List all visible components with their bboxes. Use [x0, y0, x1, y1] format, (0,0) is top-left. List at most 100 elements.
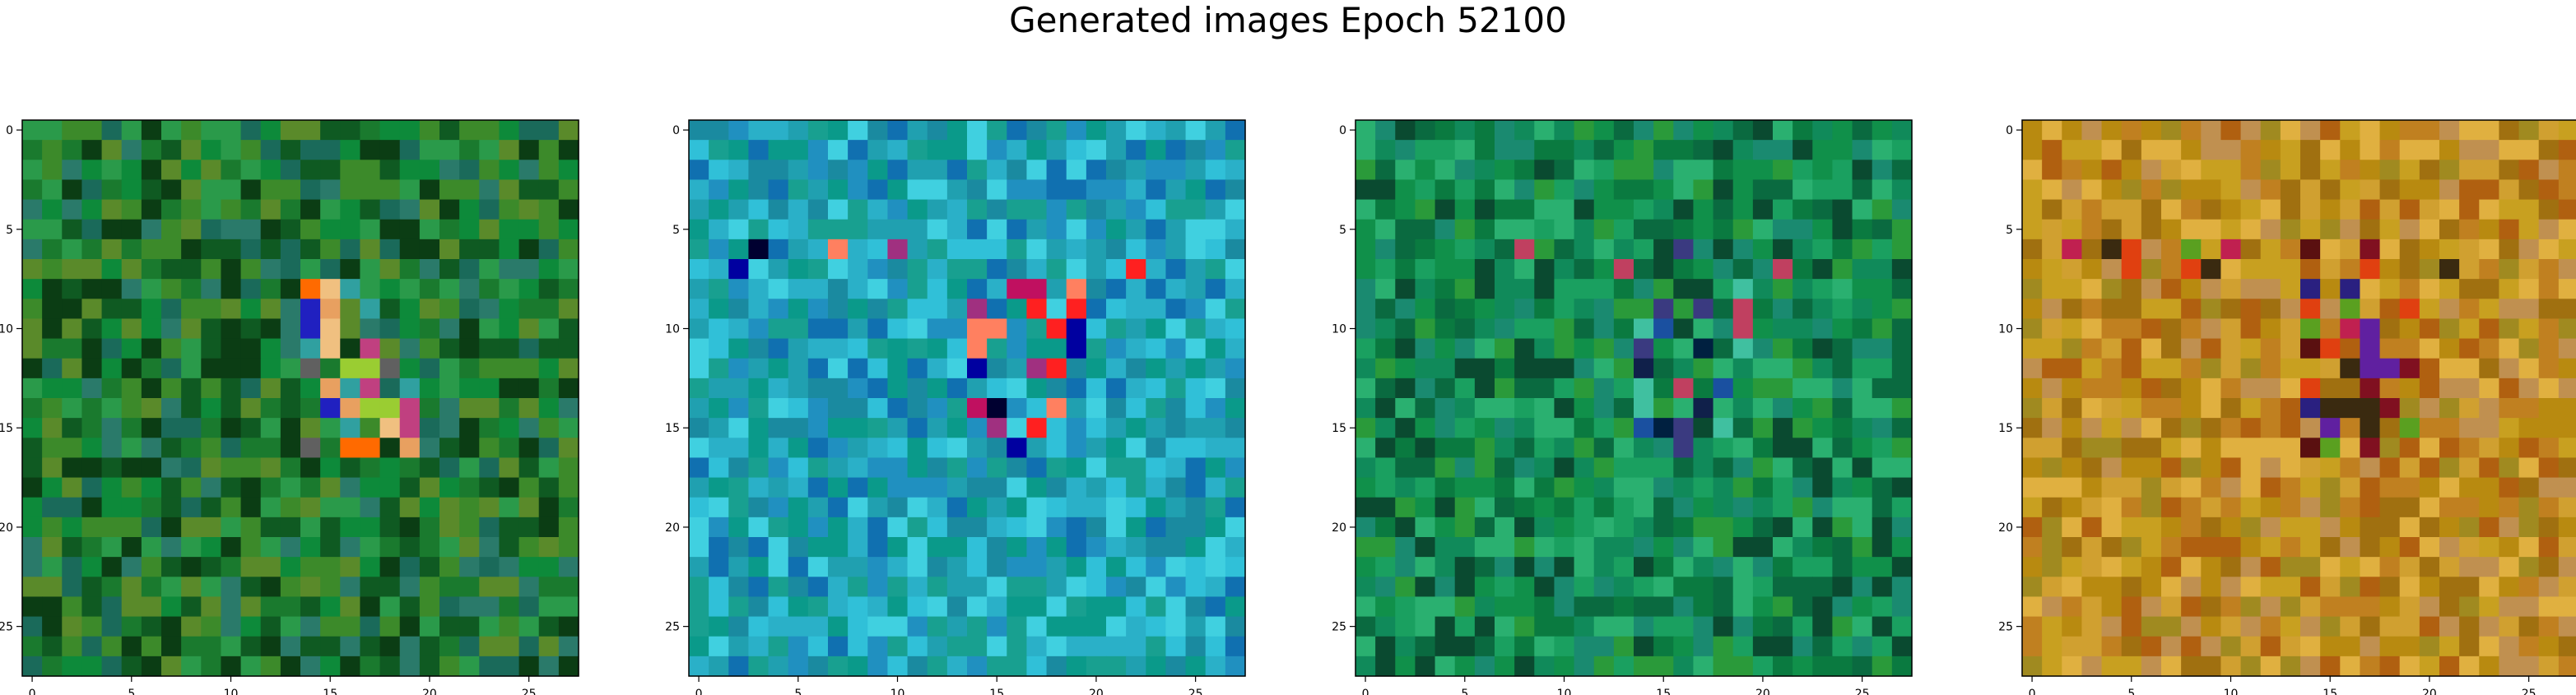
pixel-cell	[399, 656, 421, 677]
pixel-cell	[499, 358, 520, 379]
pixel-cell	[2161, 299, 2182, 320]
pixel-cell	[689, 557, 709, 577]
pixel-cell	[2081, 557, 2103, 577]
pixel-cell	[2518, 120, 2540, 141]
pixel-cell	[1852, 656, 1873, 677]
pixel-cell	[1046, 358, 1067, 379]
pixel-cell	[2101, 120, 2123, 141]
pixel-cell	[946, 318, 968, 340]
pixel-cell	[1872, 299, 1893, 320]
pixel-cell	[2280, 477, 2301, 498]
pixel-cell	[419, 438, 440, 459]
pixel-cell	[300, 616, 321, 637]
pixel-cell	[1185, 140, 1207, 160]
pixel-cell	[161, 537, 182, 558]
pixel-cell	[479, 517, 500, 538]
pixel-cell	[1185, 398, 1207, 419]
pixel-cell	[1693, 537, 1714, 558]
pixel-cell	[2518, 259, 2540, 280]
pixel-cell	[2320, 656, 2341, 677]
pixel-cell	[907, 398, 928, 419]
pixel-cell	[1793, 358, 1813, 379]
pixel-cell	[807, 299, 829, 320]
pixel-cell	[399, 120, 421, 141]
pixel-cell	[1653, 616, 1674, 637]
pixel-cell	[867, 219, 889, 240]
pixel-cell	[1395, 577, 1416, 598]
pixel-cell	[2260, 140, 2281, 160]
pixel-cell	[907, 358, 928, 379]
pixel-cell	[1185, 457, 1207, 479]
pixel-cell	[459, 418, 480, 438]
pixel-cell	[2220, 179, 2242, 201]
pixel-cell	[1673, 140, 1695, 160]
pixel-cell	[1713, 636, 1734, 657]
pixel-cell	[867, 199, 889, 220]
pixel-cell	[2042, 457, 2062, 479]
pixel-cell	[1355, 160, 1376, 181]
pixel-cell	[260, 557, 281, 577]
pixel-cell	[2062, 557, 2083, 577]
pixel-cell	[181, 338, 202, 359]
pixel-cell	[2161, 259, 2182, 280]
pixel-cell	[967, 259, 988, 280]
pixel-cell	[2220, 219, 2242, 240]
pixel-cell	[1495, 636, 1515, 657]
pixel-cell	[141, 418, 162, 438]
pixel-cell	[1613, 299, 1634, 320]
pixel-cell	[141, 140, 162, 160]
pixel-cell	[340, 577, 361, 598]
pixel-cell	[439, 616, 460, 637]
pixel-cell	[1495, 259, 1515, 280]
pixel-cell	[518, 537, 540, 558]
pixel-cell	[320, 596, 341, 618]
pixel-cell	[1086, 418, 1107, 438]
pixel-cell	[201, 418, 222, 438]
pixel-cell	[1007, 140, 1028, 160]
pixel-cell	[987, 219, 1007, 240]
pixel-cell	[1634, 656, 1654, 677]
pixel-cell	[1634, 438, 1654, 459]
pixel-cell	[1355, 616, 1376, 637]
pixel-cell	[300, 636, 321, 657]
pixel-cell	[2121, 616, 2142, 637]
pixel-cell	[1832, 378, 1853, 399]
pixel-cell	[240, 398, 262, 419]
pixel-cell	[2399, 596, 2420, 618]
pixel-cell	[1106, 477, 1127, 498]
pixel-cell	[1375, 438, 1396, 459]
pixel-cell	[728, 438, 750, 459]
pixel-cell	[2558, 338, 2576, 359]
pixel-cell	[748, 438, 770, 459]
pixel-cell	[1554, 259, 1575, 280]
pixel-cell	[141, 318, 162, 340]
pixel-cell	[867, 318, 889, 340]
pixel-cell	[1852, 378, 1873, 399]
pixel-cell	[121, 378, 142, 399]
pixel-cell	[2439, 616, 2460, 637]
pixel-cell	[1066, 398, 1087, 419]
pixel-cell	[1474, 299, 1495, 320]
pixel-cell	[1554, 438, 1575, 459]
pixel-cell	[459, 656, 480, 677]
pixel-cell	[2022, 318, 2043, 340]
pixel-cell	[201, 338, 222, 359]
pixel-cell	[399, 517, 421, 538]
pixel-cell	[2558, 160, 2576, 181]
pixel-cell	[1375, 596, 1396, 618]
pixel-cell	[1395, 358, 1416, 379]
pixel-cell	[2499, 259, 2520, 280]
pixel-cell	[946, 457, 968, 479]
pixel-cell	[828, 418, 849, 438]
pixel-cell	[300, 517, 321, 538]
pixel-cell	[2121, 338, 2142, 359]
pixel-cell	[101, 219, 123, 240]
pixel-cell	[379, 259, 401, 280]
pixel-cell	[558, 299, 579, 320]
pixel-cell	[2300, 140, 2321, 160]
pixel-cell	[479, 160, 500, 181]
pixel-cell	[689, 239, 709, 260]
pixel-cell	[2121, 398, 2142, 419]
pixel-cell	[1653, 199, 1674, 220]
pixel-cell	[2121, 239, 2142, 260]
